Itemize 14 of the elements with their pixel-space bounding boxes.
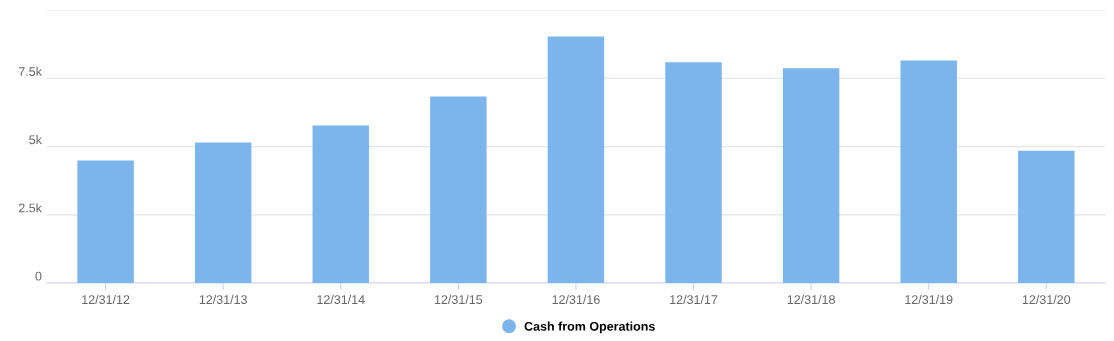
y-tick-label: 2.5k bbox=[18, 203, 42, 213]
x-tick-label: 12/31/14 bbox=[317, 294, 365, 305]
x-tick-label: 12/31/17 bbox=[670, 294, 718, 305]
y-tick-label: 5k bbox=[29, 134, 42, 145]
x-tick-label: 12/31/18 bbox=[787, 294, 835, 305]
x-tick-label: 12/31/16 bbox=[552, 294, 600, 305]
y-tick-label: 7.5k bbox=[18, 66, 42, 76]
x-tick-label: 12/31/13 bbox=[199, 294, 247, 305]
x-tick-label: 12/31/12 bbox=[82, 294, 130, 305]
x-tick-label: 12/31/20 bbox=[1022, 294, 1071, 305]
legend-label: Cash from Operations bbox=[524, 321, 655, 334]
x-tick-label: 12/31/15 bbox=[434, 294, 483, 305]
y-tick-label: 0 bbox=[35, 271, 42, 281]
x-tick-label: 12/31/19 bbox=[905, 294, 953, 305]
